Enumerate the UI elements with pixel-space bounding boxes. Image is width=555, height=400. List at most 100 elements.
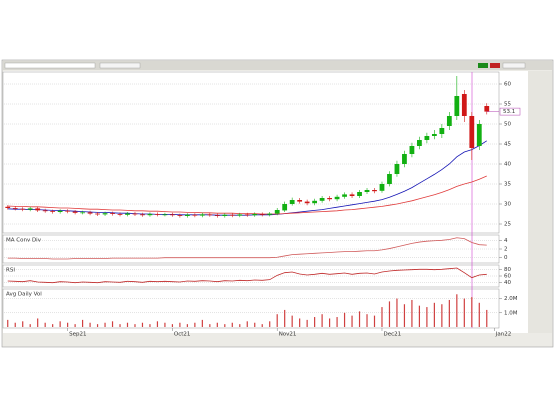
candle-body [27,208,33,210]
volume-bar [89,322,91,327]
candle-body [110,213,115,214]
symbol-box[interactable] [4,62,96,69]
volume-bar [44,322,46,327]
candle-body [349,194,355,196]
candle-body [177,215,183,216]
candle-body [155,214,160,215]
x-tick-label: Dec21 [383,332,401,338]
candle-body [132,213,138,215]
candle-body [12,208,18,209]
volume-bar [81,319,84,327]
volume-bar [314,317,316,327]
panel-frame [2,71,500,234]
volume-bar [441,304,443,327]
right-strip [528,71,552,333]
y-tick-label: 55 [504,102,511,108]
candle-body [469,116,475,148]
y-tick-label: 40 [504,280,511,286]
volume-bar [396,298,398,327]
volume-bar [209,324,211,327]
candle-body [446,116,452,126]
volume-bar [403,304,406,327]
candle-body [379,184,385,191]
candle-body [259,214,265,215]
volume-bar [426,307,428,327]
last-price-label: 53.1 [503,109,515,115]
candle-body [289,200,295,204]
volume-bar [96,324,99,327]
volume-bar [67,322,69,327]
volume-bar [111,321,114,327]
volume-bar [104,322,106,327]
volume-bar [366,314,368,327]
candle-body [50,211,56,212]
candle-body [147,214,153,216]
x-tick-label: Sep21 [69,332,86,338]
candle-body [454,96,460,116]
toolbar-button[interactable] [490,63,500,68]
candle-body [424,136,430,140]
volume-bar [388,301,391,327]
y-tick-label: 2 [504,247,508,253]
y-tick-label: 0 [504,255,508,261]
y-tick-label: 1.0M [504,310,518,316]
candle-body [125,213,130,215]
line-series [7,267,487,284]
candle-body [170,214,175,216]
volume-bar [149,324,151,327]
volume-bar [179,322,181,327]
candle-body [476,124,482,146]
candle-body [80,212,85,214]
candle-body [184,214,190,216]
volume-bar [126,322,129,327]
volume-bar [418,305,421,327]
x-tick-label: Jan22 [495,332,511,338]
y-tick-label: 60 [504,82,511,88]
candle-body [199,214,205,216]
panel-frame [2,288,500,329]
candle-body [102,213,108,215]
candle-body [282,204,288,211]
volume-bar [358,311,361,327]
y-tick-label: 4 [504,238,508,244]
candle-body [237,214,243,216]
volume-bar [246,321,248,327]
y-tick-label: 50 [504,122,511,128]
volume-bar [141,322,144,327]
candle-body [402,154,407,164]
volume-bar [194,322,196,327]
candle-body [267,213,273,215]
candle-body [409,146,415,154]
volume-bar [14,322,16,327]
line-series [7,237,487,260]
candle-body [162,214,168,216]
candle-body [327,198,332,200]
volume-bar [486,309,488,327]
candle-body [357,192,362,196]
candle-body [387,174,392,184]
candle-body [244,214,250,216]
candle-body [65,210,71,212]
volume-bar [291,315,293,327]
candle-body [319,198,325,201]
candle-body [484,106,490,112]
volume-bar [37,318,39,327]
candle-body [222,214,228,216]
candle-body [117,214,123,215]
x-tick-label: Oct21 [174,332,191,338]
y-tick-label: 25 [504,222,511,228]
toolbar-button[interactable] [478,63,488,68]
toolbar-buttons[interactable] [99,62,141,69]
volume-bar [456,294,458,327]
candle-body [304,201,310,204]
volume-bar [156,321,159,327]
candle-body [35,208,41,211]
candle-body [312,200,318,204]
y-tick-label: 40 [504,162,511,168]
toolbar-button[interactable] [502,62,526,69]
volume-bar [171,324,174,327]
volume-bar [321,314,323,327]
candle-body [140,214,145,216]
